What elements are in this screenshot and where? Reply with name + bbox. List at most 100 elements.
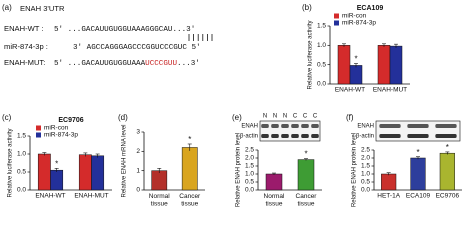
chart-title: EC9706 bbox=[58, 117, 83, 124]
y-tick-label: 0.5 bbox=[317, 61, 326, 68]
lane-label: N bbox=[283, 114, 287, 120]
blot-band bbox=[311, 124, 319, 128]
x-tick-label: Cancer tissue bbox=[296, 193, 318, 208]
lane-label: C bbox=[303, 114, 308, 120]
blot-band bbox=[311, 134, 319, 138]
x-tick-label: Normal tissue bbox=[264, 193, 286, 208]
significance: * bbox=[354, 55, 357, 64]
legend-label: miR-con bbox=[44, 125, 69, 132]
significance: * bbox=[446, 143, 449, 152]
legend-swatch bbox=[36, 125, 41, 131]
x-tick-label: ECA109 bbox=[406, 193, 431, 200]
blot-band bbox=[291, 124, 299, 128]
bar bbox=[181, 147, 198, 191]
y-tick-label: 2.5 bbox=[361, 147, 370, 154]
blot-band bbox=[281, 134, 289, 138]
legend-swatch bbox=[334, 13, 339, 19]
bar bbox=[297, 159, 315, 191]
legend-swatch bbox=[334, 20, 339, 26]
bar bbox=[265, 173, 283, 191]
x-tick-label: ENAH-WT bbox=[35, 193, 65, 200]
y-tick-label: 2 bbox=[136, 148, 140, 155]
y-tick-label: 1.0 bbox=[317, 42, 326, 49]
y-tick-label: 2.0 bbox=[361, 155, 370, 162]
panel-label: (a) bbox=[2, 3, 12, 12]
mut-name: ENAH-MUT: bbox=[4, 58, 45, 67]
blot-band bbox=[407, 134, 429, 138]
y-tick-label: 0.0 bbox=[17, 187, 26, 194]
y-tick-label: 0 bbox=[136, 187, 140, 194]
blot-band bbox=[407, 124, 429, 128]
y-tick-label: 1.0 bbox=[361, 171, 370, 178]
blot-band bbox=[435, 124, 457, 128]
y-tick-label: 1.0 bbox=[17, 151, 26, 158]
lane-label: C bbox=[293, 114, 298, 120]
legend-label: miR-874-3p bbox=[44, 132, 78, 139]
word: Normal bbox=[264, 193, 286, 200]
bar bbox=[410, 157, 426, 191]
blot-band bbox=[301, 124, 309, 128]
panel-label: (c) bbox=[2, 113, 12, 122]
bar bbox=[381, 173, 397, 191]
significance: * bbox=[304, 150, 307, 159]
bar bbox=[377, 45, 391, 85]
bar bbox=[349, 65, 363, 85]
y-axis-label: Relative ENAH protein level bbox=[352, 133, 358, 207]
x-tick-label: ENAH-MUT bbox=[74, 193, 108, 200]
blot-band bbox=[301, 134, 309, 138]
blot-band bbox=[291, 134, 299, 138]
blot bbox=[259, 120, 321, 142]
y-tick-label: 1 bbox=[136, 167, 140, 174]
mir-sequence: 3' AGCCAGGGAGCCCGGUCCCGUC 5' bbox=[73, 44, 201, 52]
legend-label: miR-con bbox=[342, 13, 367, 20]
panel-label: (d) bbox=[118, 113, 128, 122]
wt-sequence: 5' ...GACAUUGUGGUAAAGGGCAU...3' bbox=[54, 26, 195, 34]
y-tick-label: 1.5 bbox=[17, 133, 26, 140]
significance: * bbox=[188, 135, 191, 144]
y-tick-label: 0.5 bbox=[361, 179, 370, 186]
blot-band bbox=[435, 134, 457, 138]
bar bbox=[337, 45, 351, 85]
x-tick-label: Cancer tissue bbox=[179, 193, 201, 208]
bar bbox=[78, 154, 92, 191]
word: Normal bbox=[149, 193, 171, 200]
word: tissue bbox=[266, 200, 283, 207]
x-tick-label: EC9706 bbox=[436, 193, 460, 200]
blot-row-label: β-actin bbox=[356, 134, 374, 140]
pairing-lines bbox=[188, 34, 213, 41]
bar bbox=[50, 169, 64, 191]
significance: * bbox=[416, 148, 419, 157]
blot-band bbox=[271, 134, 279, 138]
page: (a) ENAH 3'UTR ENAH-WT : 5' ...GACAUUGUG… bbox=[2, 3, 462, 208]
panel-label: (f) bbox=[346, 113, 354, 122]
y-axis-label: Relative luciferase activity bbox=[308, 20, 314, 89]
bar bbox=[389, 45, 403, 85]
y-tick-label: 0.0 bbox=[245, 187, 254, 194]
bar bbox=[151, 170, 168, 191]
heading: ENAH 3'UTR bbox=[20, 4, 65, 13]
y-tick-label: 1.5 bbox=[361, 163, 370, 170]
lane-label: C bbox=[313, 114, 318, 120]
word: tissue bbox=[151, 200, 168, 207]
x-tick-label: ENAH-WT bbox=[335, 87, 365, 94]
bar bbox=[37, 153, 51, 191]
blot-band bbox=[379, 124, 401, 128]
legend-swatch bbox=[36, 132, 41, 138]
lane-label: N bbox=[263, 114, 267, 120]
y-tick-label: 2.5 bbox=[245, 147, 254, 154]
word: Cancer bbox=[179, 193, 201, 200]
y-axis-label: Relative luciferase activity bbox=[8, 128, 14, 197]
y-axis-label: Relative ENAH protein level bbox=[236, 133, 242, 207]
lane-label: N bbox=[273, 114, 277, 120]
blot-band bbox=[261, 124, 269, 128]
mut-start: 5' ...GACAUUGUGGUAAA bbox=[54, 60, 146, 68]
y-tick-label: 3 bbox=[136, 129, 140, 136]
wt-name: ENAH-WT : bbox=[4, 24, 44, 33]
legend-label: miR-874-3p bbox=[342, 20, 376, 27]
y-tick-label: 0.5 bbox=[245, 179, 254, 186]
blot-band bbox=[271, 124, 279, 128]
blot-row-label: ENAH bbox=[357, 124, 374, 130]
mut-site: UCCCGUU bbox=[145, 60, 177, 68]
panel-label: (e) bbox=[232, 113, 242, 122]
blot-band bbox=[281, 124, 289, 128]
